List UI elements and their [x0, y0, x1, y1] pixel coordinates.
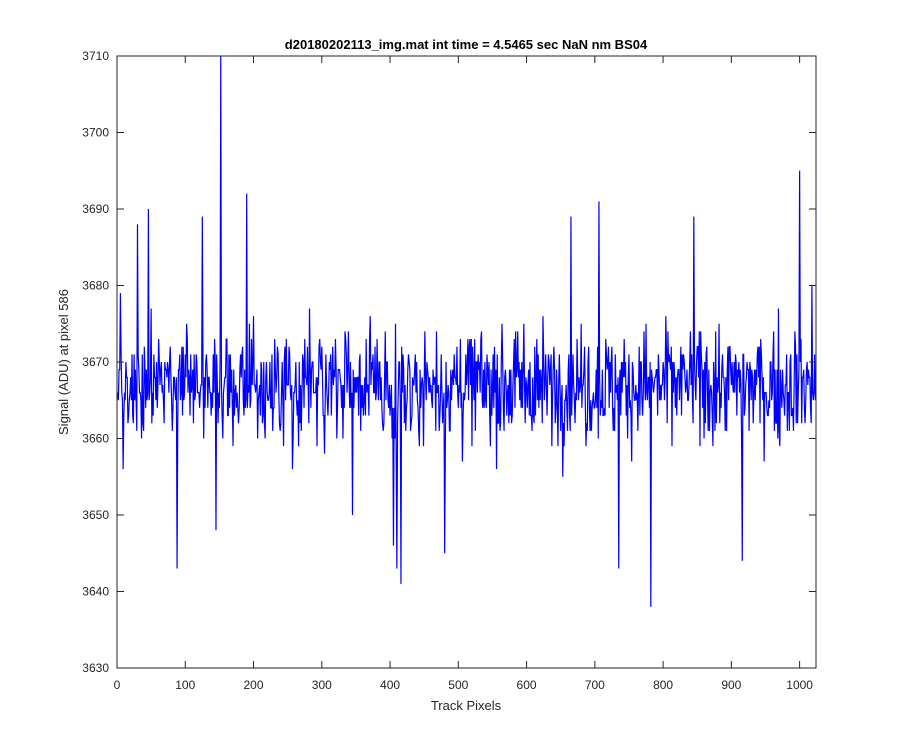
x-tick-label: 600	[517, 678, 537, 692]
y-tick-label: 3700	[82, 126, 109, 140]
series-line-signal	[117, 56, 816, 607]
y-tick-label: 3690	[82, 202, 109, 216]
y-axis-ticks: 3630 3640 3650 3660 3670 3680 3690 3700 3710	[82, 49, 816, 675]
y-tick-label: 3650	[82, 508, 109, 522]
y-tick-label: 3710	[82, 49, 109, 63]
x-tick-label: 400	[380, 678, 400, 692]
x-tick-label: 0	[114, 678, 121, 692]
y-tick-label: 3670	[82, 355, 109, 369]
y-axis-label: Signal (ADU) at pixel 586	[56, 289, 71, 435]
x-axis-label: Track Pixels	[431, 698, 502, 713]
x-tick-label: 700	[585, 678, 605, 692]
y-tick-label: 3640	[82, 585, 109, 599]
x-tick-label: 1000	[786, 678, 813, 692]
y-tick-label: 3660	[82, 432, 109, 446]
x-tick-label: 200	[244, 678, 264, 692]
x-tick-label: 300	[312, 678, 332, 692]
x-tick-label: 900	[721, 678, 741, 692]
chart-title: d20180202113_img.mat int time = 4.5465 s…	[285, 37, 648, 52]
y-tick-label: 3680	[82, 279, 109, 293]
x-tick-label: 100	[175, 678, 195, 692]
x-tick-label: 800	[653, 678, 673, 692]
y-tick-label: 3630	[82, 661, 109, 675]
x-axis-ticks: 0 100 200 300 400 500 600 700 800 900 1000	[114, 56, 813, 692]
x-tick-label: 500	[448, 678, 468, 692]
series-layer	[117, 56, 816, 607]
